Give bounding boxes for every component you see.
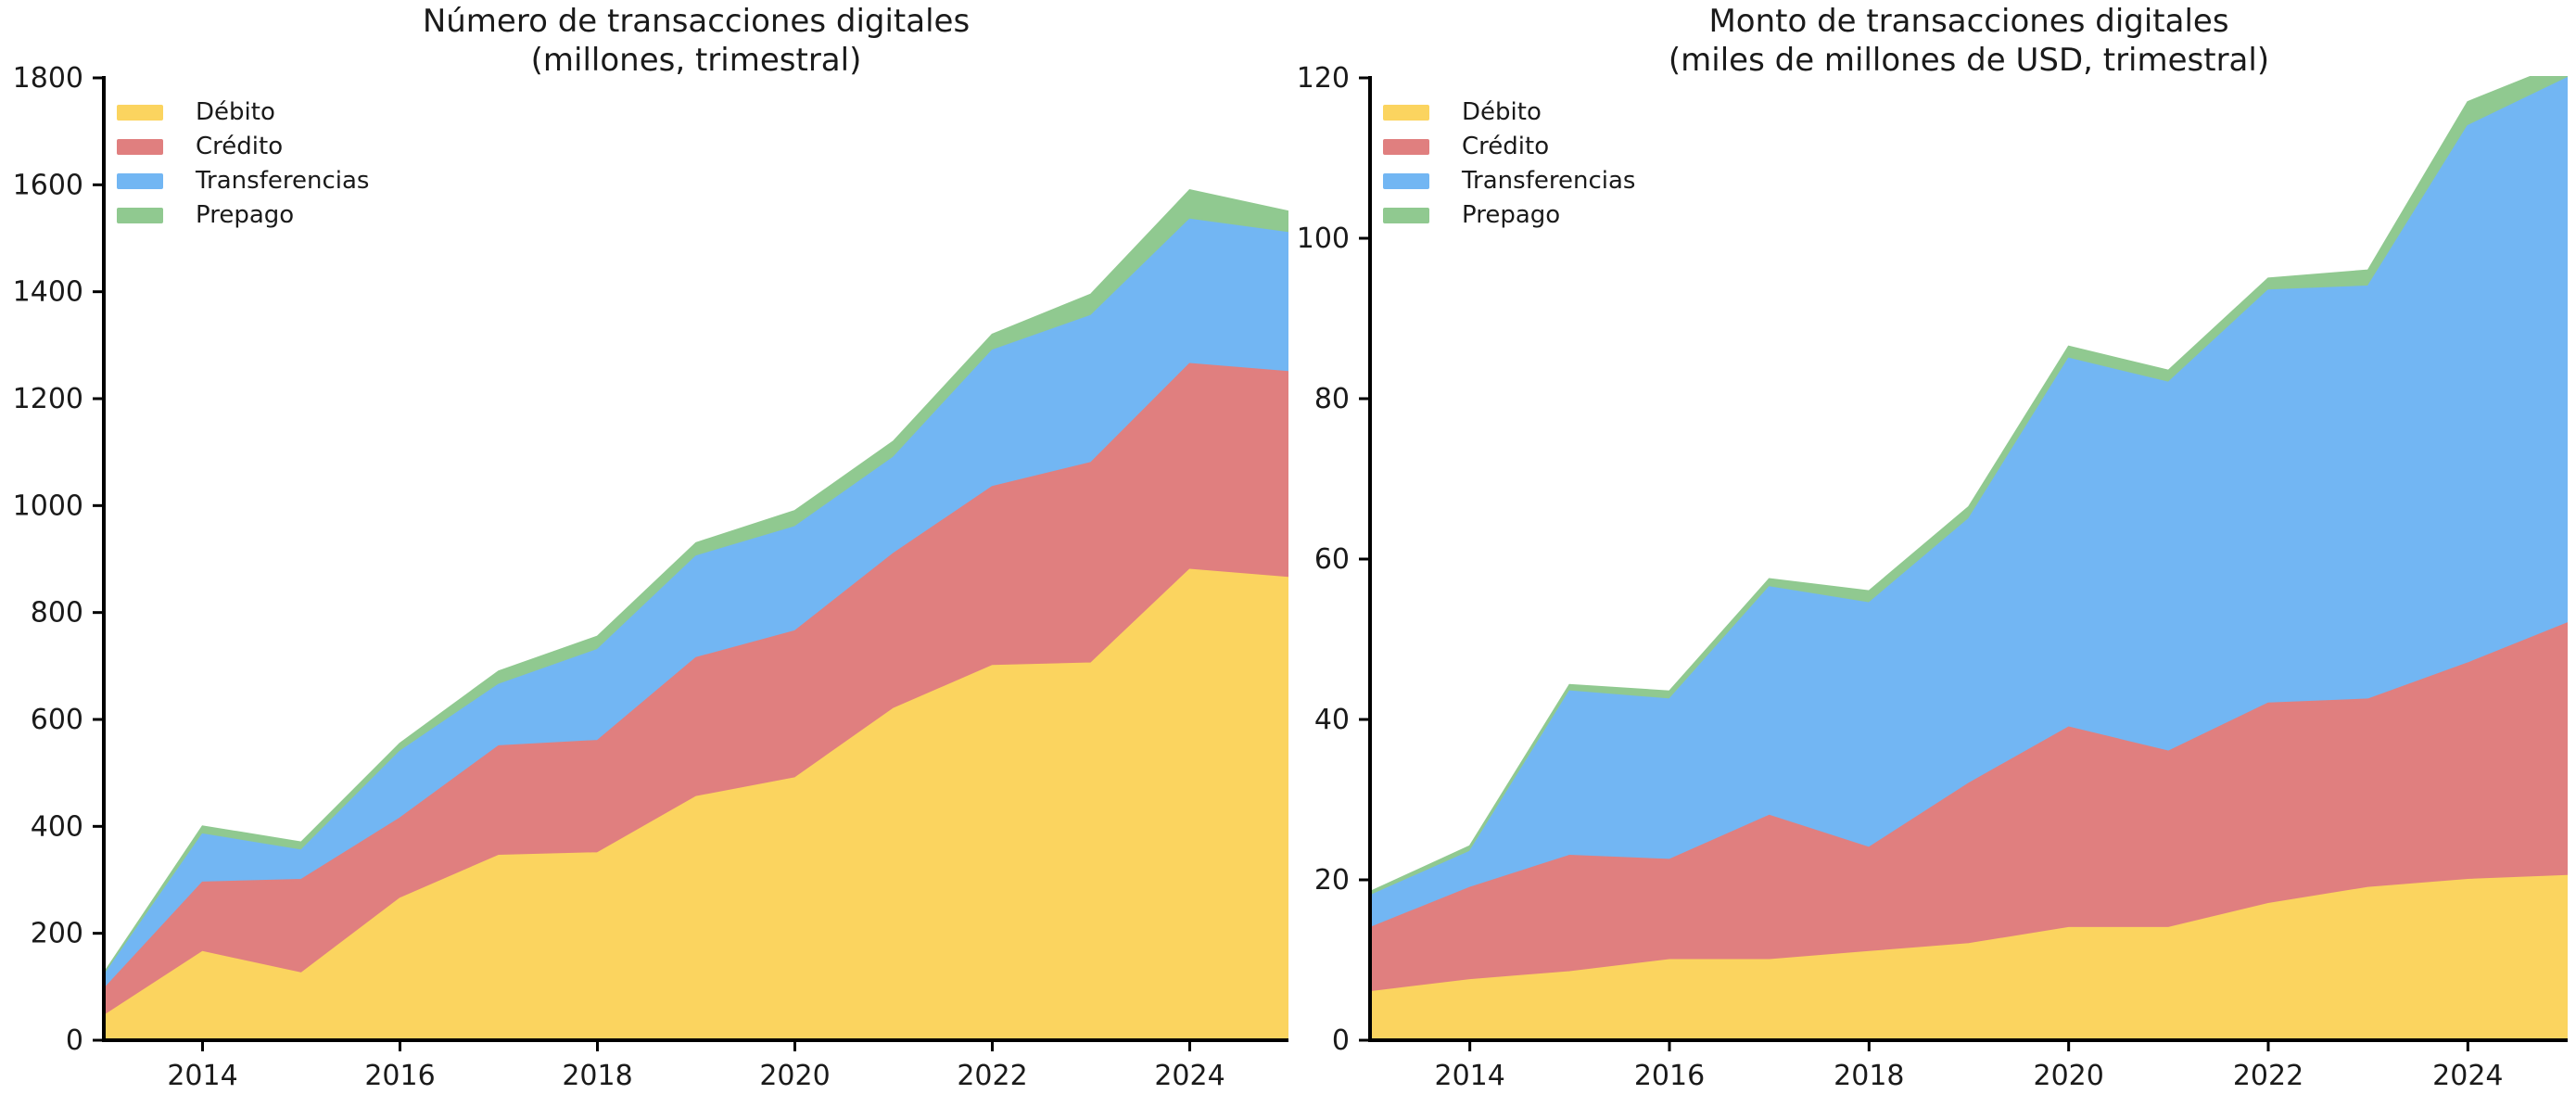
- legend-swatch-débito: [117, 105, 163, 121]
- legend-label: Débito: [1462, 98, 1542, 126]
- x-tick-label: 2024: [2432, 1060, 2503, 1092]
- legend-label: Débito: [196, 98, 275, 126]
- x-tick-label: 2020: [759, 1060, 830, 1092]
- legend-swatch-transferencias: [117, 173, 163, 189]
- x-tick-label: 2018: [562, 1060, 632, 1092]
- y-tick-label: 0: [66, 1024, 83, 1057]
- y-tick-label: 1200: [13, 383, 83, 415]
- y-tick-label: 1000: [13, 490, 83, 522]
- legend: Débito Crédito Transferencias Prepago: [117, 98, 369, 229]
- y-tick-label: 1400: [13, 276, 83, 309]
- y-tick-label: 20: [1314, 864, 1350, 897]
- chart-title-line: (miles de millones de USD, trimestral): [1669, 42, 2269, 79]
- y-tick-label: 100: [1297, 223, 1350, 255]
- legend-swatch-transferencias: [1383, 173, 1429, 189]
- y-tick-label: 0: [1332, 1024, 1350, 1057]
- y-tick-label: 400: [31, 810, 83, 843]
- legend-swatch-débito: [1383, 105, 1429, 121]
- y-tick-label: 1800: [13, 62, 83, 95]
- legend-swatch-prepago: [117, 208, 163, 223]
- legend-label: Crédito: [1462, 133, 1549, 160]
- y-tick-label: 200: [31, 918, 83, 950]
- chart-title-line: Número de transacciones digitales: [423, 3, 970, 40]
- y-tick-label: 600: [31, 704, 83, 736]
- area-débito: [104, 568, 1288, 1041]
- x-tick-label: 2022: [2233, 1060, 2303, 1092]
- x-tick-label: 2014: [1434, 1060, 1504, 1092]
- y-tick-label: 1600: [13, 169, 83, 201]
- legend-label: Prepago: [1462, 201, 1560, 229]
- y-tick-label: 120: [1297, 62, 1350, 95]
- legend-label: Transferencias: [1461, 167, 1635, 195]
- x-tick-label: 2016: [364, 1060, 435, 1092]
- legend-swatch-crédito: [117, 139, 163, 155]
- y-tick-label: 80: [1314, 383, 1350, 415]
- x-tick-label: 2016: [1634, 1060, 1705, 1092]
- x-tick-label: 2020: [2033, 1060, 2103, 1092]
- chart-title-line: (millones, trimestral): [531, 42, 862, 79]
- legend-label: Transferencias: [195, 167, 369, 195]
- legend-label: Crédito: [196, 133, 283, 160]
- chart-transactions-count: 0 200 400 600 800 1000 1200 1400 1600 1800 2014 201…: [13, 3, 1288, 1092]
- legend-swatch-crédito: [1383, 139, 1429, 155]
- stacked-areas: [1370, 76, 2568, 1041]
- legend-swatch-prepago: [1383, 208, 1429, 223]
- legend-label: Prepago: [196, 201, 294, 229]
- stacked-areas: [104, 189, 1288, 1041]
- x-tick-label: 2018: [1834, 1060, 1904, 1092]
- y-tick-label: 60: [1314, 543, 1350, 576]
- x-tick-label: 2024: [1154, 1060, 1225, 1092]
- y-tick-label: 40: [1314, 704, 1350, 736]
- chart-transactions-amount: 0 20 40 60 80 100 120 2014 2016 2018 2020 2022 2024 M…: [1297, 3, 2568, 1092]
- chart-title-line: Monto de transacciones digitales: [1708, 3, 2228, 40]
- area-débito: [1370, 874, 2568, 1041]
- y-tick-label: 800: [31, 597, 83, 630]
- x-tick-label: 2022: [957, 1060, 1027, 1092]
- legend: Débito Crédito Transferencias Prepago: [1383, 98, 1635, 229]
- x-tick-label: 2014: [167, 1060, 237, 1092]
